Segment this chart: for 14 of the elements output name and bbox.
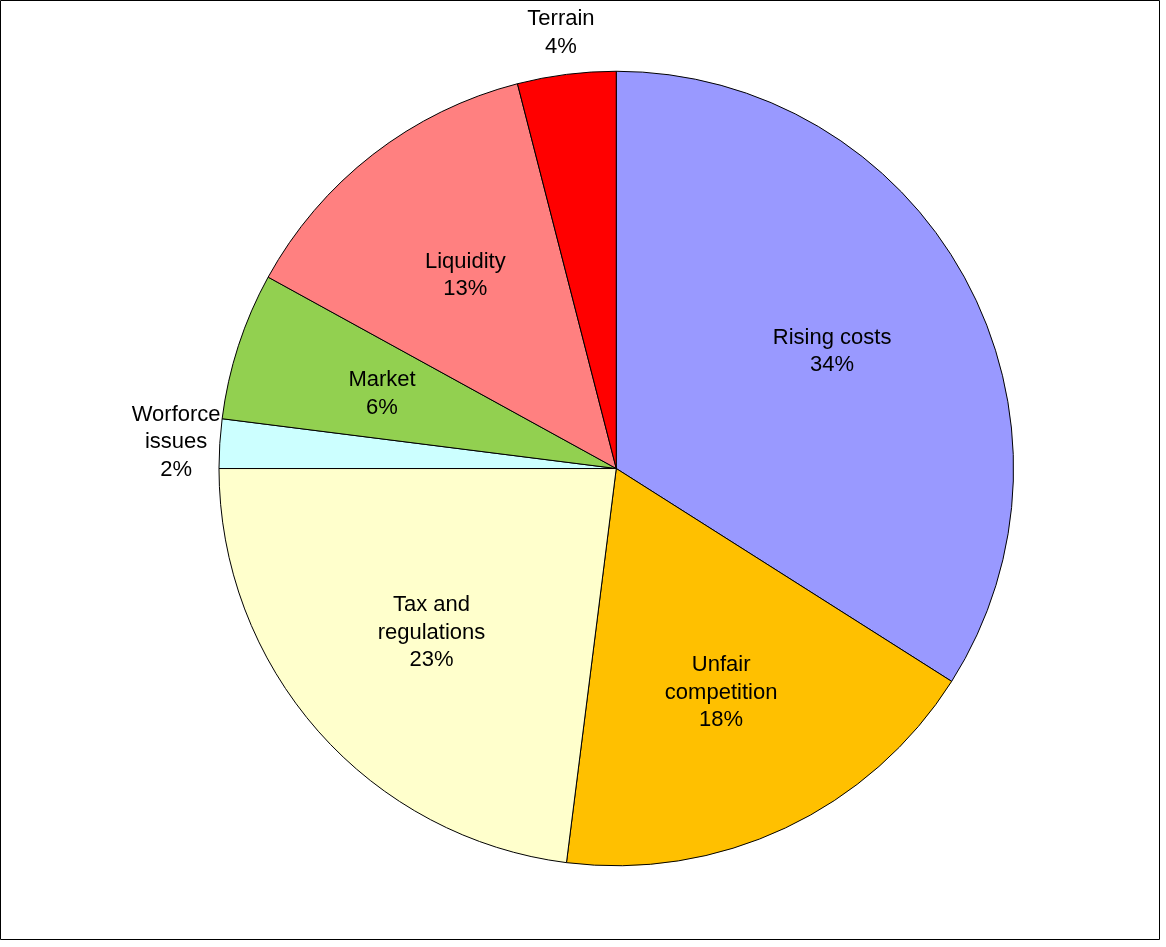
data-label: 4% xyxy=(545,32,577,58)
data-label: 2% xyxy=(160,455,193,481)
slice-label: Tax and regulations xyxy=(377,591,486,644)
slice-label: Market xyxy=(348,366,416,392)
data-label: 13% xyxy=(443,275,488,301)
slice-label: Unfair competition xyxy=(664,651,778,704)
data-label: 34% xyxy=(810,351,855,377)
data-label: 6% xyxy=(366,393,398,419)
data-label: 18% xyxy=(699,706,744,732)
slice-label: Rising costs xyxy=(772,323,892,349)
slice-label: Terrain xyxy=(527,5,595,31)
data-label: 23% xyxy=(409,646,454,672)
slice-label: Liquidity xyxy=(424,247,506,273)
slice-label: Worforce issues xyxy=(131,400,221,454)
